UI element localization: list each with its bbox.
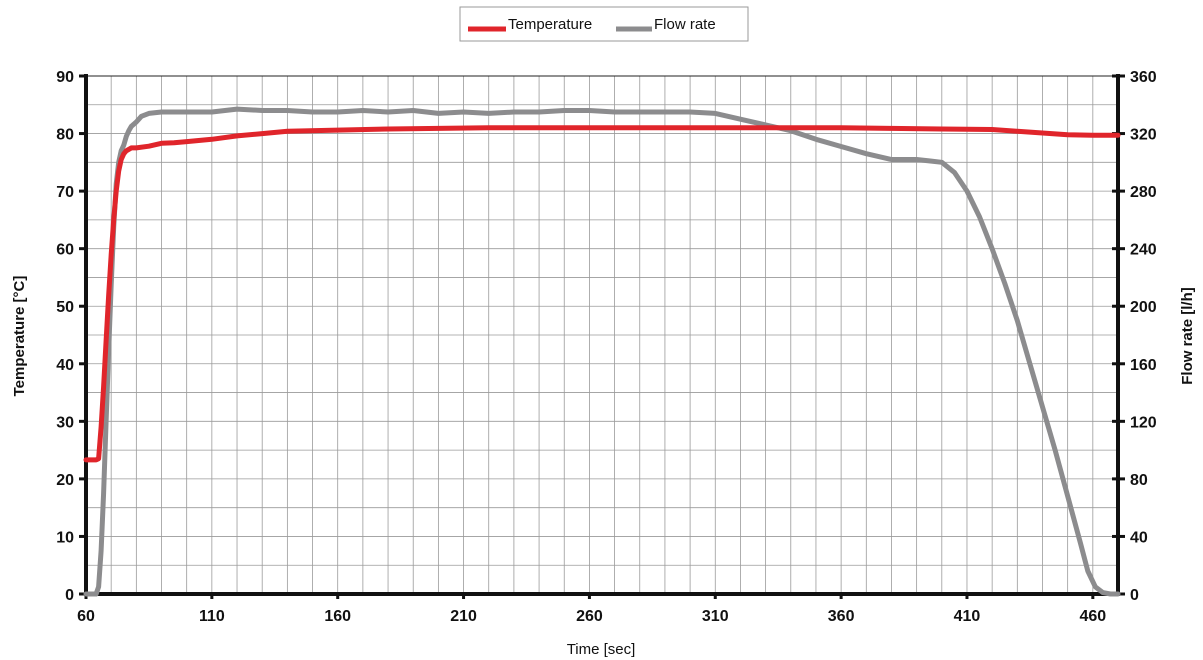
y-left-tick-label: 60 (56, 242, 74, 259)
y-left-tick-label: 10 (56, 529, 74, 546)
y-right-tick-label: 160 (1130, 357, 1157, 374)
x-tick-label: 360 (828, 608, 855, 625)
y-right-tick-label: 320 (1130, 127, 1157, 144)
series-line-flow-rate (83, 106, 1121, 597)
x-tick-label: 310 (702, 608, 729, 625)
y-right-tick-label: 0 (1130, 587, 1139, 604)
legend-box (459, 6, 749, 42)
x-tick-label: 60 (77, 608, 95, 625)
y-left-tick-label: 80 (56, 127, 74, 144)
y-right-tick-label: 200 (1130, 299, 1157, 316)
x-tick-label: 260 (576, 608, 603, 625)
y-right-tick-label: 120 (1130, 414, 1157, 431)
y-right-tick-label: 280 (1130, 184, 1157, 201)
y-right-axis-title: Flow rate [l/h] (1179, 287, 1196, 385)
y-left-tick-label: 0 (65, 587, 74, 604)
y-left-axis-title: Temperature [°C] (11, 276, 28, 397)
y-right-tick-label: 40 (1130, 529, 1148, 546)
axes (79, 74, 1125, 599)
y-left-tick-label: 70 (56, 184, 74, 201)
y-left-tick-label: 90 (56, 69, 74, 86)
legend-label-temperature: Temperature (508, 16, 592, 33)
x-tick-label: 210 (450, 608, 477, 625)
y-right-tick-label: 240 (1130, 242, 1157, 259)
series-line-temperature (83, 125, 1121, 463)
legend-label-flow-rate: Flow rate (654, 16, 716, 33)
series-lines (83, 106, 1121, 597)
y-left-tick-label: 30 (56, 414, 74, 431)
x-axis-title: Time [sec] (567, 641, 636, 658)
y-left-tick-label: 20 (56, 472, 74, 489)
x-tick-label: 110 (199, 608, 225, 625)
x-tick-label: 410 (954, 608, 981, 625)
x-tick-label: 160 (324, 608, 351, 625)
y-left-tick-label: 50 (56, 299, 74, 316)
tick-labels: 0 10 20 30 40 50 60 70 80 90 0 40 80 120 160 200 240 280 3… (56, 69, 1157, 625)
y-left-tick-label: 40 (56, 357, 74, 374)
y-right-tick-label: 360 (1130, 69, 1157, 86)
y-right-tick-label: 80 (1130, 472, 1148, 489)
legend: Temperature Flow rate (459, 6, 749, 42)
x-tick-label: 460 (1079, 608, 1106, 625)
grid (86, 76, 1118, 594)
